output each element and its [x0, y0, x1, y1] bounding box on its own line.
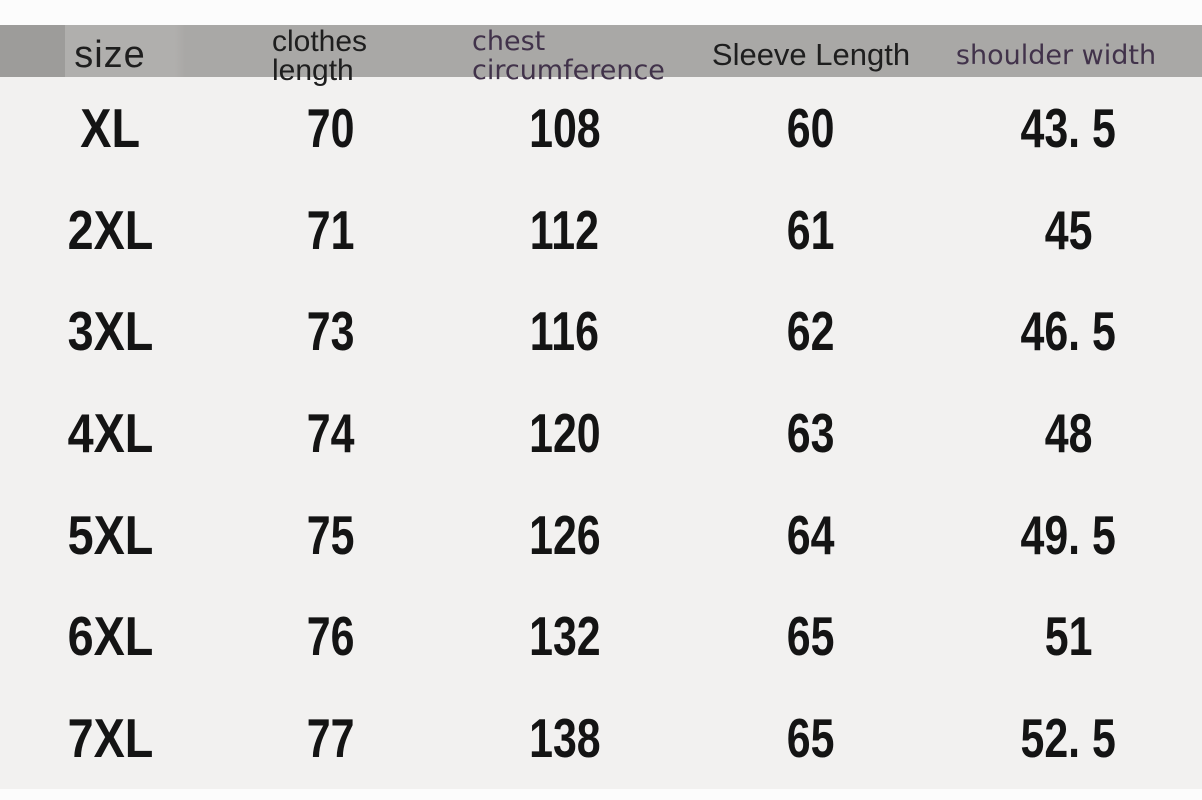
header-label-line1: chest — [472, 26, 546, 57]
cell-value: 132 — [528, 605, 601, 668]
cell-value: 61 — [787, 198, 835, 261]
cell-value: 62 — [787, 300, 835, 363]
size-cell: 3XL — [0, 280, 220, 382]
header-cell-sleeve-length: Sleeve Length — [687, 25, 935, 85]
header-label: shoulder width — [955, 39, 1157, 71]
clothes-length-cell: 75 — [220, 484, 442, 586]
shoulder-width-cell: 51 — [935, 586, 1202, 688]
chest-circumference-cell: 126 — [442, 484, 687, 586]
table-header-row: size clothes length chest circumference … — [0, 25, 1202, 86]
header-cell-clothes-length: clothes length — [220, 25, 442, 87]
cell-value: 64 — [787, 503, 835, 566]
chest-circumference-cell: 108 — [442, 77, 687, 179]
header-label: Sleeve Length — [711, 37, 911, 72]
chest-circumference-cell: 120 — [442, 382, 687, 484]
cell-value: 7XL — [67, 707, 153, 770]
header-cell-chest-circumference: chest circumference — [442, 25, 687, 85]
cell-value: 74 — [307, 401, 355, 464]
table-body-background — [0, 77, 1202, 789]
cell-value: 75 — [307, 503, 355, 566]
cell-value: 45 — [1044, 198, 1093, 261]
cell-value: 63 — [787, 401, 835, 464]
shoulder-width-cell: 49. 5 — [935, 484, 1202, 586]
table-row: 2XL 71 112 61 45 — [0, 179, 1202, 281]
sleeve-length-cell: 62 — [687, 280, 935, 382]
cell-value: 116 — [529, 300, 600, 363]
header-label-line2: length — [272, 54, 354, 87]
shoulder-width-cell: 52. 5 — [935, 687, 1202, 789]
cell-value: 70 — [307, 96, 355, 159]
header-label-line1: clothes — [272, 25, 368, 58]
cell-value: 51 — [1044, 605, 1093, 668]
cell-value: 73 — [307, 300, 355, 363]
size-cell: 4XL — [0, 382, 220, 484]
cell-value: 65 — [787, 605, 835, 668]
table-row: 6XL 76 132 65 51 — [0, 586, 1202, 688]
cell-value: 108 — [528, 96, 601, 159]
size-cell: 7XL — [0, 687, 220, 789]
cell-value: 65 — [787, 707, 835, 770]
table-row: 3XL 73 116 62 46. 5 — [0, 280, 1202, 382]
chest-circumference-cell: 138 — [442, 687, 687, 789]
clothes-length-cell: 76 — [220, 586, 442, 688]
chest-circumference-cell: 132 — [442, 586, 687, 688]
cell-value: 4XL — [67, 401, 153, 464]
cell-value: XL — [80, 96, 140, 159]
sleeve-length-cell: 61 — [687, 179, 935, 281]
shoulder-width-cell: 43. 5 — [935, 77, 1202, 179]
sleeve-length-cell: 63 — [687, 382, 935, 484]
cell-value: 120 — [528, 401, 601, 464]
table-row: 5XL 75 126 64 49. 5 — [0, 484, 1202, 586]
header-label-line2: circumference — [472, 55, 665, 86]
cell-value: 138 — [528, 707, 601, 770]
header-cell-size: size — [0, 25, 220, 85]
chest-circumference-cell: 116 — [442, 280, 687, 382]
header-band — [0, 25, 1202, 77]
table-row: 7XL 77 138 65 52. 5 — [0, 687, 1202, 789]
size-cell: 2XL — [0, 179, 220, 281]
cell-value: 48 — [1044, 401, 1093, 464]
clothes-length-cell: 70 — [220, 77, 442, 179]
cell-value: 46. 5 — [1020, 300, 1117, 363]
cell-value: 71 — [307, 198, 355, 261]
size-cell: 5XL — [0, 484, 220, 586]
sleeve-length-cell: 60 — [687, 77, 935, 179]
clothes-length-cell: 77 — [220, 687, 442, 789]
shoulder-width-cell: 45 — [935, 179, 1202, 281]
cell-value: 126 — [528, 503, 601, 566]
shoulder-width-cell: 46. 5 — [935, 280, 1202, 382]
cell-value: 60 — [787, 96, 835, 159]
chest-circumference-cell: 112 — [442, 179, 687, 281]
cell-value: 52. 5 — [1020, 707, 1117, 770]
header-label: size — [74, 33, 146, 76]
table-rows: XL 70 108 60 43. 5 2XL 71 112 61 45 3XL … — [0, 77, 1202, 789]
cell-value: 3XL — [67, 300, 153, 363]
cell-value: 43. 5 — [1020, 96, 1117, 159]
sleeve-length-cell: 65 — [687, 687, 935, 789]
clothes-length-cell: 74 — [220, 382, 442, 484]
header-cell-shoulder-width: shoulder width — [935, 25, 1202, 85]
cell-value: 2XL — [67, 198, 153, 261]
size-cell: 6XL — [0, 586, 220, 688]
clothes-length-cell: 73 — [220, 280, 442, 382]
cell-value: 77 — [307, 707, 355, 770]
cell-value: 6XL — [67, 605, 153, 668]
clothes-length-cell: 71 — [220, 179, 442, 281]
table-row: 4XL 74 120 63 48 — [0, 382, 1202, 484]
table-row: XL 70 108 60 43. 5 — [0, 77, 1202, 179]
cell-value: 76 — [307, 605, 355, 668]
cell-value: 49. 5 — [1020, 503, 1117, 566]
cell-value: 5XL — [67, 503, 153, 566]
sleeve-length-cell: 65 — [687, 586, 935, 688]
size-cell: XL — [0, 77, 220, 179]
sleeve-length-cell: 64 — [687, 484, 935, 586]
shoulder-width-cell: 48 — [935, 382, 1202, 484]
cell-value: 112 — [529, 198, 600, 261]
